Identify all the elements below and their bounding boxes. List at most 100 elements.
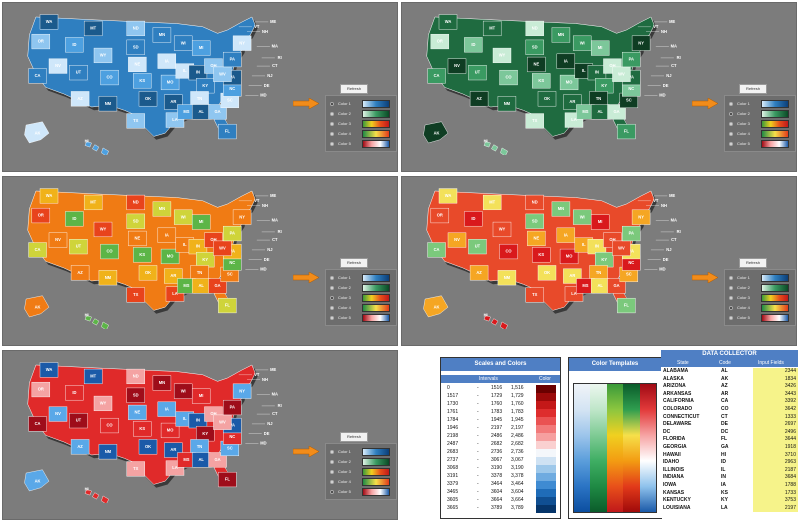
input-field[interactable]: 2344	[753, 368, 798, 376]
color-option-2[interactable]: Color 2	[330, 110, 392, 119]
scale-row: 3068 - 3190 3,190	[441, 465, 560, 473]
input-field[interactable]: 1834	[753, 375, 798, 384]
state-ny	[232, 383, 252, 399]
color-template-column[interactable]	[606, 384, 624, 512]
input-field[interactable]: 3392	[753, 398, 798, 406]
radio-button[interactable]	[729, 142, 733, 146]
color-option-3[interactable]: Color 3	[330, 468, 392, 477]
radio-button[interactable]	[729, 316, 733, 320]
radio-button[interactable]	[330, 286, 334, 290]
state-label-ut: UT	[76, 70, 82, 75]
color-option-4[interactable]: Color 4	[330, 478, 392, 487]
color-template-column[interactable]	[639, 384, 656, 512]
state-label-ne: NE	[534, 62, 540, 67]
input-field[interactable]: 3426	[753, 383, 798, 391]
radio-button[interactable]	[729, 296, 733, 300]
radio-button[interactable]	[330, 450, 334, 454]
radio-button[interactable]	[330, 122, 334, 126]
state-mo	[559, 248, 579, 265]
radio-button[interactable]	[729, 132, 733, 136]
color-option-3[interactable]: Color 3	[729, 294, 791, 303]
radio-button[interactable]	[330, 460, 334, 464]
radio-button[interactable]	[330, 102, 334, 106]
color-option-1[interactable]: Color 1	[729, 100, 791, 109]
color-option-4[interactable]: Color 4	[330, 130, 392, 139]
input-field[interactable]: 1788	[753, 482, 798, 490]
state-label-sc: SC	[626, 98, 632, 103]
color-option-2[interactable]: Color 2	[729, 110, 791, 119]
refresh-button[interactable]: Refresh	[739, 258, 767, 268]
state-mt	[83, 20, 103, 37]
radio-button[interactable]	[330, 306, 334, 310]
radio-button[interactable]	[729, 286, 733, 290]
input-field[interactable]: 3642	[753, 406, 798, 414]
state-label-ia: IA	[165, 232, 169, 237]
input-field[interactable]: 3644	[753, 436, 798, 444]
radio-button[interactable]	[330, 470, 334, 474]
radio-button[interactable]	[330, 276, 334, 280]
color-option-3[interactable]: Color 3	[330, 120, 392, 129]
input-field[interactable]: 1333	[753, 413, 798, 422]
state-nv	[48, 232, 68, 248]
input-field[interactable]: 1918	[753, 444, 798, 452]
state-label-ca: CA	[35, 73, 41, 78]
state-nv	[447, 58, 467, 74]
color-option-5[interactable]: Color 5	[330, 488, 392, 497]
color-template-column[interactable]	[590, 384, 607, 512]
radio-button[interactable]	[729, 112, 733, 116]
radio-button[interactable]	[729, 276, 733, 280]
refresh-button[interactable]: Refresh	[739, 84, 767, 94]
color-option-1[interactable]: Color 1	[330, 448, 392, 457]
state-az	[70, 91, 90, 107]
radio-button[interactable]	[330, 490, 334, 494]
input-field[interactable]: 3684	[753, 474, 798, 482]
color-option-1[interactable]: Color 1	[330, 274, 392, 283]
refresh-button[interactable]: Refresh	[340, 84, 368, 94]
input-field[interactable]: 3443	[753, 390, 798, 399]
radio-button[interactable]	[330, 480, 334, 484]
refresh-button[interactable]: Refresh	[340, 432, 368, 442]
input-field[interactable]: 2187	[753, 466, 798, 475]
scale-row: 2487 - 2682 2,682	[441, 441, 560, 449]
color-option-5[interactable]: Color 5	[330, 140, 392, 149]
color-option-3[interactable]: Color 3	[729, 120, 791, 129]
radio-button[interactable]	[330, 316, 334, 320]
state-name: INDIANA	[663, 474, 684, 481]
color-option-4[interactable]: Color 4	[729, 304, 791, 313]
radio-button[interactable]	[330, 112, 334, 116]
color-option-2[interactable]: Color 2	[729, 284, 791, 293]
orange-arrow-icon	[692, 98, 718, 109]
color-option-5[interactable]: Color 5	[330, 314, 392, 323]
radio-button[interactable]	[729, 102, 733, 106]
refresh-button[interactable]: Refresh	[340, 258, 368, 268]
state-label-co: CO	[106, 249, 112, 254]
collector-row: IDAHO ID 2963	[661, 459, 798, 467]
input-field[interactable]: 2963	[753, 459, 798, 467]
input-field[interactable]: 2697	[753, 421, 798, 429]
color-template-column[interactable]	[574, 384, 591, 512]
state-hi	[84, 489, 109, 503]
color-option-4[interactable]: Color 4	[330, 304, 392, 313]
input-field[interactable]: 3753	[753, 497, 798, 505]
color-option-1[interactable]: Color 1	[330, 100, 392, 109]
input-field[interactable]: 2197	[753, 504, 798, 513]
radio-button[interactable]	[729, 306, 733, 310]
color-option-2[interactable]: Color 2	[330, 284, 392, 293]
color-option-3[interactable]: Color 3	[330, 294, 392, 303]
color-template-column[interactable]	[623, 384, 640, 512]
color-option-2[interactable]: Color 2	[330, 458, 392, 467]
radio-button[interactable]	[330, 132, 334, 136]
input-field[interactable]: 2496	[753, 428, 798, 437]
input-field[interactable]: 1733	[753, 489, 798, 498]
color-option-5[interactable]: Color 5	[729, 314, 791, 323]
input-field[interactable]: 3710	[753, 451, 798, 460]
state-ca	[427, 68, 446, 84]
color-option-1[interactable]: Color 1	[729, 274, 791, 283]
radio-button[interactable]	[330, 142, 334, 146]
radio-button[interactable]	[330, 296, 334, 300]
color-option-5[interactable]: Color 5	[729, 140, 791, 149]
scale-row: 2737 - 3067 3,067	[441, 457, 560, 465]
color-option-4[interactable]: Color 4	[729, 130, 791, 139]
color-option-label: Color 5	[737, 141, 750, 146]
radio-button[interactable]	[729, 122, 733, 126]
